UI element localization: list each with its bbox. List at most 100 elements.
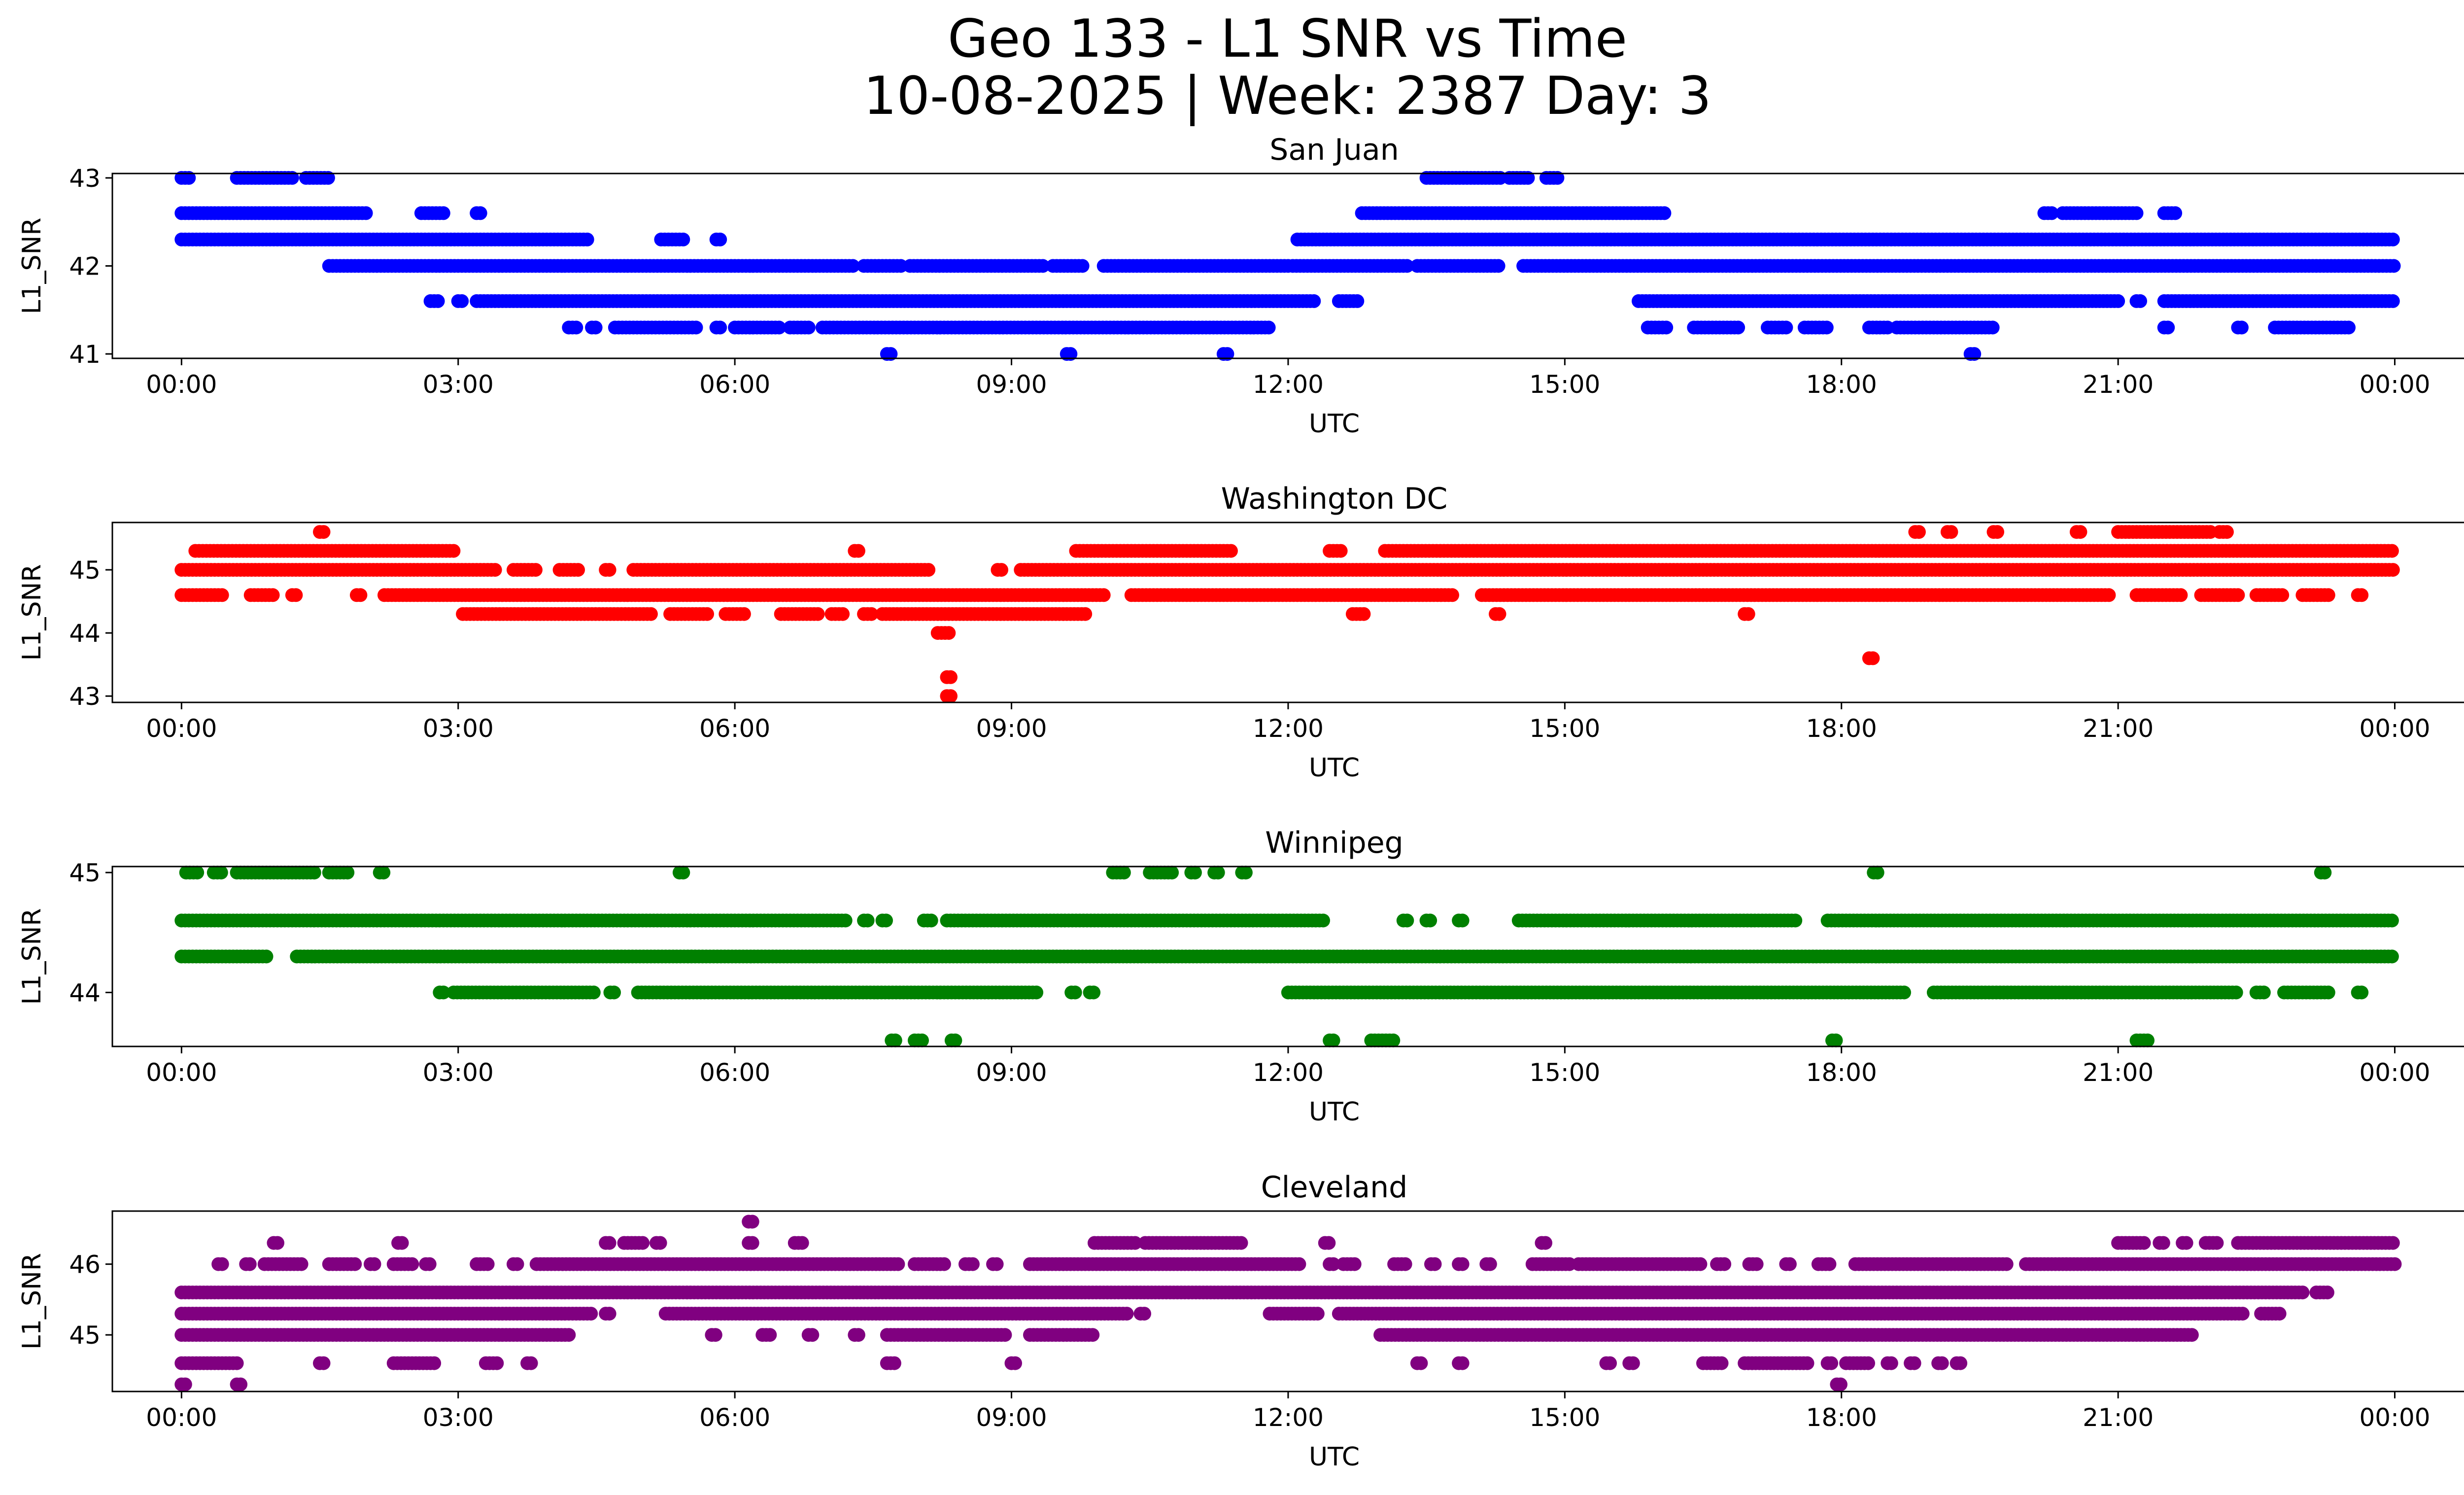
data-point [2231,588,2245,602]
data-point [836,607,850,621]
x-tick-label: 12:00 [1253,714,1324,743]
data-point [2045,206,2059,220]
data-point [2386,294,2400,308]
data-point [1307,294,1321,308]
data-point [811,607,825,621]
data-point [2386,563,2400,577]
data-point [1165,866,1179,880]
data-point [1985,320,2000,335]
y-axis-label: L1_SNR [17,564,47,661]
data-point [1657,206,1672,220]
x-tick-label: 00:00 [146,714,217,743]
x-tick-label: 18:00 [1806,370,1877,399]
data-point [602,563,616,577]
y-tick-label: 42 [69,252,101,281]
x-tick-label: 09:00 [976,714,1047,743]
data-point [215,588,229,602]
subplot-title: Washington DC [1221,482,1448,516]
data-point [607,985,621,1000]
data-point [994,563,1008,577]
data-point [1188,866,1202,880]
data-point [1731,320,1745,335]
data-point [1036,259,1050,273]
data-point [214,866,228,880]
data-point [580,232,594,246]
data-point [2321,588,2335,602]
x-axis-label: UTC [1309,753,1360,783]
data-point [569,320,583,335]
data-point [359,206,373,220]
data-point [2387,259,2401,273]
data-point [2102,588,2116,602]
data-point [713,232,727,246]
data-point [1741,607,1755,621]
data-point [1866,651,1880,665]
x-tick-label: 00:00 [2359,370,2430,399]
data-point [2129,206,2144,220]
data-point [1870,866,1884,880]
data-point [851,544,865,558]
data-point [1659,320,1674,335]
data-point [924,913,938,928]
data-point [289,588,303,602]
data-point [431,294,445,308]
data-point [1316,913,1330,928]
y-tick-label: 43 [69,164,101,193]
data-point [1029,985,1044,1000]
y-tick-label: 41 [69,340,101,369]
data-point [1550,171,1565,185]
x-tick-label: 12:00 [1253,370,1324,399]
x-tick-label: 00:00 [2359,714,2430,743]
data-point [713,320,727,335]
data-point [2386,232,2400,246]
data-point [376,866,391,880]
data-point [259,949,274,964]
data-point [1423,913,1437,928]
data-point [1238,866,1253,880]
data-point [455,294,469,308]
data-point [2168,206,2183,220]
data-point [689,320,703,335]
x-tick-label: 21:00 [2083,714,2154,743]
x-tick-label: 03:00 [423,714,494,743]
data-point [316,525,331,539]
data-point [588,320,603,335]
data-point [2073,525,2088,539]
data-point [1211,866,1225,880]
data-point [644,607,658,621]
data-point [1068,985,1082,1000]
data-point [266,588,280,602]
data-point [1075,259,1090,273]
x-tick-label: 06:00 [699,370,770,399]
data-point [307,866,321,880]
data-point [1117,866,1131,880]
data-point [2174,588,2188,602]
data-point [838,913,853,928]
data-point [2220,525,2234,539]
data-point [1357,607,1371,621]
data-point [1819,320,1834,335]
x-tick-label: 09:00 [976,370,1047,399]
data-point [2161,320,2175,335]
y-tick-label: 43 [69,682,101,711]
data-point [1400,913,1414,928]
data-point [1078,607,1093,621]
data-point [2385,949,2399,964]
data-point [944,689,958,703]
data-point [860,913,875,928]
data-point [1912,525,1926,539]
data-point [879,913,893,928]
data-point [1087,985,1101,1000]
data-point [1334,544,1348,558]
data-point [846,259,860,273]
data-point [1262,320,1276,335]
data-point [676,866,690,880]
data-point [2133,294,2147,308]
data-point [2355,588,2369,602]
data-point [1944,525,1958,539]
y-tick-label: 45 [69,556,101,585]
data-point [1779,320,1793,335]
